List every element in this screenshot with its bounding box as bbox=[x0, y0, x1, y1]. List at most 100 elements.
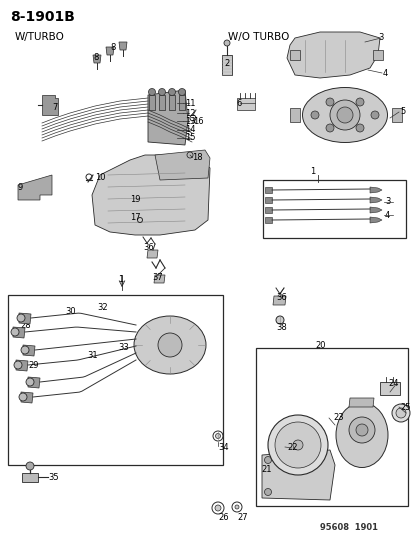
Circle shape bbox=[11, 328, 19, 336]
Bar bbox=[8, 295, 223, 465]
Text: 25: 25 bbox=[399, 402, 410, 411]
Circle shape bbox=[187, 152, 192, 158]
Text: 13: 13 bbox=[185, 117, 195, 125]
Polygon shape bbox=[264, 197, 271, 203]
Polygon shape bbox=[261, 450, 334, 500]
Circle shape bbox=[370, 111, 378, 119]
Text: 24: 24 bbox=[387, 378, 398, 387]
Polygon shape bbox=[372, 50, 382, 60]
Text: 34: 34 bbox=[218, 442, 228, 451]
Text: 8: 8 bbox=[110, 43, 115, 52]
Text: W/TURBO: W/TURBO bbox=[15, 32, 65, 42]
Text: 9: 9 bbox=[18, 183, 23, 192]
Circle shape bbox=[348, 417, 374, 443]
Text: 5: 5 bbox=[399, 108, 404, 117]
Circle shape bbox=[19, 393, 27, 401]
Circle shape bbox=[26, 462, 34, 470]
Circle shape bbox=[292, 440, 302, 450]
Polygon shape bbox=[154, 275, 165, 283]
Bar bbox=[178, 95, 185, 110]
Polygon shape bbox=[154, 150, 209, 180]
Text: 1: 1 bbox=[118, 276, 123, 285]
Circle shape bbox=[26, 378, 34, 386]
Text: 95608  1901: 95608 1901 bbox=[319, 522, 377, 531]
Text: 31: 31 bbox=[87, 351, 97, 359]
Bar bbox=[255, 348, 407, 506]
Polygon shape bbox=[42, 95, 58, 115]
Circle shape bbox=[178, 88, 185, 95]
Text: 28: 28 bbox=[20, 320, 31, 329]
Circle shape bbox=[168, 88, 175, 95]
Text: 3: 3 bbox=[384, 198, 389, 206]
Text: 21: 21 bbox=[260, 465, 271, 474]
Text: 33: 33 bbox=[118, 343, 128, 352]
Polygon shape bbox=[147, 90, 188, 145]
Circle shape bbox=[329, 100, 359, 130]
Circle shape bbox=[21, 346, 29, 354]
Polygon shape bbox=[369, 217, 381, 223]
Text: 15: 15 bbox=[185, 133, 195, 142]
Text: 37: 37 bbox=[152, 273, 162, 282]
Circle shape bbox=[355, 124, 363, 132]
Circle shape bbox=[14, 361, 22, 369]
Text: 29: 29 bbox=[28, 360, 38, 369]
Circle shape bbox=[264, 489, 271, 496]
Polygon shape bbox=[289, 108, 299, 122]
Polygon shape bbox=[264, 187, 271, 193]
Polygon shape bbox=[106, 47, 114, 55]
Text: 2: 2 bbox=[223, 59, 229, 68]
Circle shape bbox=[158, 88, 165, 95]
Circle shape bbox=[214, 505, 221, 511]
Polygon shape bbox=[92, 155, 209, 235]
Polygon shape bbox=[23, 345, 35, 356]
Text: 30: 30 bbox=[65, 308, 76, 317]
Polygon shape bbox=[19, 313, 31, 324]
Ellipse shape bbox=[134, 316, 206, 374]
Text: 26: 26 bbox=[218, 513, 228, 521]
Circle shape bbox=[223, 40, 230, 46]
Polygon shape bbox=[286, 32, 379, 78]
Text: 35: 35 bbox=[48, 473, 59, 482]
Text: 22: 22 bbox=[286, 442, 297, 451]
Polygon shape bbox=[236, 98, 254, 110]
Polygon shape bbox=[369, 207, 381, 213]
Text: W/O TURBO: W/O TURBO bbox=[228, 32, 289, 42]
Text: 8: 8 bbox=[93, 52, 98, 61]
Text: 18: 18 bbox=[192, 152, 202, 161]
Text: 14: 14 bbox=[185, 125, 195, 134]
Polygon shape bbox=[369, 197, 381, 203]
Circle shape bbox=[158, 333, 182, 357]
Polygon shape bbox=[119, 42, 127, 50]
Polygon shape bbox=[221, 55, 231, 75]
Bar bbox=[262, 180, 405, 238]
Circle shape bbox=[264, 456, 271, 464]
Text: 16: 16 bbox=[192, 117, 203, 126]
Polygon shape bbox=[22, 473, 38, 482]
Polygon shape bbox=[18, 175, 52, 200]
Circle shape bbox=[395, 408, 405, 418]
Polygon shape bbox=[264, 207, 271, 213]
Text: 8-1901B: 8-1901B bbox=[10, 10, 75, 24]
Text: 36: 36 bbox=[275, 294, 286, 303]
Ellipse shape bbox=[335, 402, 387, 467]
Polygon shape bbox=[391, 108, 401, 122]
Polygon shape bbox=[21, 392, 33, 403]
Polygon shape bbox=[369, 187, 381, 193]
Circle shape bbox=[319, 449, 326, 456]
Text: 11: 11 bbox=[185, 99, 195, 108]
Text: 23: 23 bbox=[332, 414, 343, 423]
Circle shape bbox=[355, 424, 367, 436]
Circle shape bbox=[215, 433, 220, 439]
Text: 4: 4 bbox=[382, 69, 387, 77]
Circle shape bbox=[310, 111, 318, 119]
Circle shape bbox=[275, 316, 283, 324]
Circle shape bbox=[17, 314, 25, 322]
Polygon shape bbox=[147, 250, 158, 258]
Polygon shape bbox=[13, 327, 25, 338]
Circle shape bbox=[148, 88, 155, 95]
Text: 1: 1 bbox=[309, 167, 314, 176]
Polygon shape bbox=[16, 360, 28, 371]
Text: 3: 3 bbox=[377, 34, 382, 43]
Bar bbox=[159, 95, 165, 110]
Text: 36: 36 bbox=[142, 243, 153, 252]
